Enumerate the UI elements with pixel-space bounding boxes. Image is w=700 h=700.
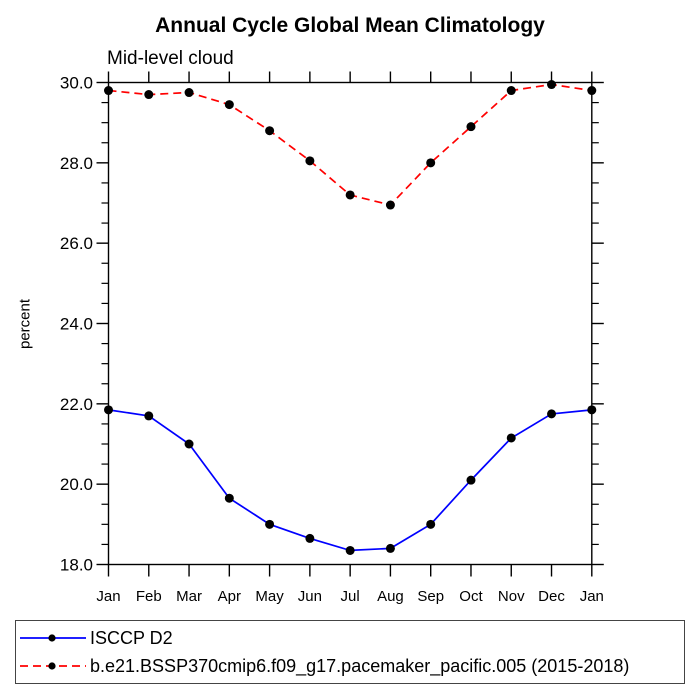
- x-tick-label: May: [255, 588, 284, 605]
- series-marker: [587, 86, 597, 96]
- y-tick-label: 28.0: [60, 154, 93, 173]
- x-tick-label: Sep: [417, 588, 444, 605]
- series-marker: [104, 405, 113, 415]
- series-line-0: [108, 409, 592, 552]
- series-marker: [265, 519, 275, 529]
- x-tick-label: Jul: [341, 588, 360, 605]
- x-tick-label: Jan: [580, 588, 604, 605]
- series-marker: [184, 439, 194, 449]
- legend-box: ISCCP D2 b.e21.BSSP370cmip6.f09_g17.pace…: [15, 620, 685, 684]
- series-marker: [184, 88, 194, 98]
- legend-row-model: b.e21.BSSP370cmip6.f09_g17.pacemaker_pac…: [19, 652, 684, 680]
- series-marker: [104, 86, 113, 96]
- y-tick-label: 30.0: [60, 74, 93, 93]
- series-marker: [506, 86, 516, 96]
- y-tick-label: 24.0: [60, 315, 93, 334]
- series-line-1: [108, 83, 592, 206]
- legend-swatch-dashed-line: [20, 662, 86, 670]
- series-marker: [144, 411, 154, 421]
- series-marker: [385, 543, 395, 553]
- series-marker: [547, 409, 557, 419]
- x-tick-label: Aug: [377, 588, 404, 605]
- series-marker: [265, 126, 275, 136]
- legend-label-isccp: ISCCP D2: [90, 627, 173, 648]
- chart-subtitle: Mid-level cloud: [107, 48, 234, 69]
- x-tick-label: Jan: [96, 588, 120, 605]
- series-marker: [224, 100, 234, 110]
- x-tick-label: Nov: [498, 588, 525, 605]
- plot-frame: [107, 81, 593, 566]
- x-tick-label: Oct: [459, 588, 483, 605]
- legend-row-isccp: ISCCP D2: [19, 624, 684, 652]
- series-marker: [305, 533, 315, 543]
- x-tick-label: Dec: [538, 588, 565, 605]
- series-marker: [345, 190, 355, 200]
- legend-swatch-solid-line: [20, 634, 86, 642]
- series-marker: [547, 80, 557, 90]
- series-marker: [466, 475, 476, 485]
- chart-title: Annual Cycle Global Mean Climatology: [155, 14, 545, 37]
- series-marker: [224, 493, 234, 503]
- y-tick-label: 22.0: [60, 395, 93, 414]
- series-marker: [426, 158, 436, 168]
- y-tick-label: 20.0: [60, 475, 93, 494]
- legend-label-model: b.e21.BSSP370cmip6.f09_g17.pacemaker_pac…: [90, 655, 630, 676]
- series-marker: [385, 200, 395, 210]
- series-marker: [305, 156, 315, 166]
- x-tick-label: Mar: [176, 588, 202, 605]
- x-tick-label: Feb: [136, 588, 162, 605]
- x-tick-label: Apr: [218, 588, 241, 605]
- series-marker: [345, 545, 355, 555]
- series-marker: [466, 122, 476, 132]
- series-marker: [426, 519, 436, 529]
- series-marker: [144, 90, 154, 100]
- y-tick-label: 26.0: [60, 234, 93, 253]
- x-tick-label: Jun: [298, 588, 322, 605]
- series-marker: [506, 433, 516, 443]
- series-marker: [587, 405, 597, 415]
- y-tick-label: 18.0: [60, 556, 93, 575]
